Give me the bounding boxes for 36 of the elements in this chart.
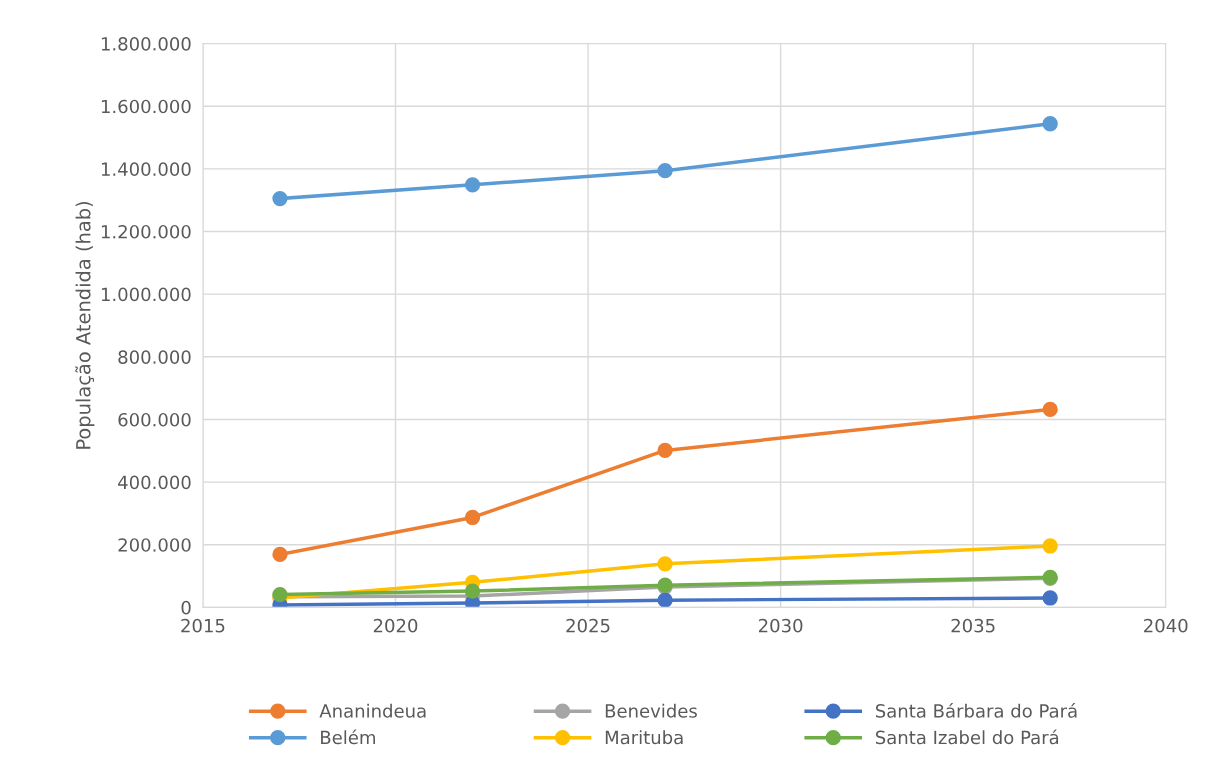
point	[464, 583, 481, 599]
x-tick-label: 2025	[566, 618, 610, 633]
legend-label: Ananindeua	[319, 703, 426, 718]
y-tick-label: 1.600.000	[101, 99, 191, 114]
point	[1042, 401, 1058, 418]
point	[464, 509, 481, 526]
y-tick-label: 1.800.000	[101, 37, 191, 51]
x-tick-label: 2020	[373, 618, 418, 633]
legend-label: Santa Bárbara do Pará	[875, 703, 1077, 718]
y-tick-label: 1.000.000	[101, 287, 191, 302]
y-tick-label: 600.000	[118, 412, 191, 427]
y-tick-label: 1.200.000	[101, 224, 191, 239]
point	[657, 592, 673, 608]
x-tick-label: 2040	[1144, 618, 1188, 633]
legend-label: Benevides	[605, 703, 697, 718]
x-tick-label: 2015	[181, 618, 225, 633]
y-axis-title: População Atendida (hab)	[75, 201, 95, 449]
point	[1042, 590, 1058, 606]
point	[657, 556, 673, 572]
x-tick-label: 2035	[951, 618, 995, 633]
y-tick-label: 800.000	[118, 350, 191, 364]
legend-label: Marituba	[605, 730, 683, 745]
point	[657, 442, 673, 459]
y-tick-label: 200.000	[118, 538, 191, 552]
point	[1042, 116, 1058, 132]
x-tick-label: 2030	[758, 618, 803, 633]
legend-label: Santa Izabel do Pará	[875, 729, 1059, 745]
legend-label: Belém	[321, 729, 375, 745]
y-tick-label: 0	[181, 600, 191, 615]
y-tick-label: 400.000	[118, 475, 191, 490]
point	[464, 177, 481, 193]
point	[272, 190, 288, 207]
point	[272, 546, 288, 563]
y-tick-label: 1.400.000	[101, 162, 191, 176]
point	[657, 163, 673, 179]
point	[1042, 538, 1058, 554]
